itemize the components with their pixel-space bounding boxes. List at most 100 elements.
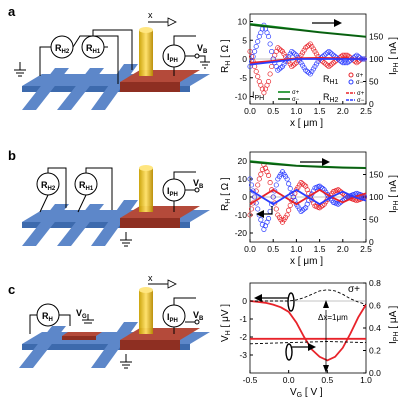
arrowhead-b1 (322, 158, 330, 166)
x-tick-label: 0.5 (321, 375, 333, 385)
data-point (300, 62, 306, 68)
data-point (341, 60, 347, 66)
data-point (256, 176, 262, 182)
y-tick-label-left: 10 (238, 174, 248, 184)
arrowhead-a (334, 19, 342, 27)
data-point (255, 206, 261, 212)
data-point (255, 182, 261, 188)
y-tick-label-left: 5 (242, 35, 247, 45)
series-line (249, 188, 367, 206)
y-tick-label-left: 0 (242, 54, 247, 64)
data-point (259, 222, 265, 228)
legend-rh1-sub1: σ+ (356, 73, 364, 79)
x-tick-label: 2.5 (360, 244, 372, 254)
data-point (287, 202, 293, 208)
data-point (324, 62, 330, 68)
legend-rh2-sub2: σ− (357, 98, 365, 104)
data-point (310, 46, 316, 52)
data-point (354, 52, 360, 58)
data-point (330, 60, 337, 66)
data-point (317, 183, 323, 189)
data-point (281, 51, 287, 57)
data-point (284, 212, 290, 218)
series-line (249, 161, 367, 169)
series-line (249, 300, 367, 362)
data-point (298, 180, 304, 186)
data-point (313, 61, 320, 67)
y-tick-label-right: 0.6 (369, 301, 381, 311)
y-tick-label-left: -5 (239, 73, 247, 83)
data-point (327, 50, 333, 56)
x-tick-label: 1.0 (290, 106, 302, 116)
data-point (290, 50, 296, 56)
data-point (286, 207, 292, 213)
y-axis-label-right: IPH [ nA ] (388, 37, 400, 75)
x-tick-label: 0.0 (244, 106, 256, 116)
data-point (289, 63, 295, 70)
data-point (310, 66, 316, 72)
x-tick-label: 0.5 (267, 244, 279, 254)
arrowhead-c1 (254, 294, 262, 302)
data-point (266, 33, 272, 40)
data-point (301, 47, 307, 53)
data-point (335, 187, 341, 193)
data-point (298, 60, 304, 66)
y-tick-label-left: 0 (242, 192, 247, 202)
y-tick-label-right: 50 (369, 215, 379, 225)
data-point (298, 208, 304, 214)
data-point (300, 181, 306, 187)
data-point (344, 60, 350, 66)
data-point (329, 51, 335, 57)
annotation-sigma: σ+ (348, 284, 360, 295)
y-tick-label-left: -10 (235, 210, 248, 220)
panel-letter-c: c (8, 282, 16, 297)
legend-rh1-sub2: σ− (356, 80, 364, 86)
data-point (247, 176, 253, 182)
y-axis-label-left: RH [ Ω ] (220, 39, 232, 73)
data-point (269, 48, 275, 55)
y-tick-label-right: 0 (369, 99, 374, 109)
data-point (324, 50, 330, 56)
data-point (292, 61, 298, 67)
y-tick-label-left: 10 (238, 17, 248, 27)
arrowhead-c4 (323, 365, 329, 373)
y-tick-label-right: 100 (369, 192, 383, 202)
y-tick-label-left: -3 (239, 350, 247, 360)
data-point (275, 45, 281, 51)
y-tick-label-right: 150 (369, 170, 383, 180)
x-axis-label: x [ μm ] (290, 118, 323, 129)
data-point (279, 63, 286, 70)
marker-ellipse-1 (287, 292, 295, 312)
data-point (309, 68, 315, 75)
arrowhead-c2 (308, 343, 316, 351)
y-tick-label-left: 20 (238, 156, 248, 166)
y-tick-label-right: 0.0 (369, 368, 381, 378)
data-point (275, 67, 281, 73)
data-point (259, 166, 265, 172)
data-point (300, 207, 306, 213)
y-tick-label-left: -20 (235, 228, 248, 238)
data-point (300, 50, 306, 56)
data-point (252, 48, 258, 55)
data-point (306, 70, 312, 76)
data-point (301, 182, 307, 188)
y-tick-label-right: 100 (369, 54, 383, 64)
data-point (248, 206, 255, 212)
data-point (292, 51, 298, 57)
data-point (307, 71, 313, 77)
data-point (267, 41, 273, 47)
annotation-deltax: Δx=1μm (318, 313, 348, 322)
marker-ellipse-2 (285, 343, 293, 361)
y-axis-label-left: RH [ Ω ] (220, 177, 232, 211)
data-point (253, 68, 259, 75)
data-point (312, 63, 318, 70)
x-tick-label: 1.5 (314, 244, 326, 254)
series-line (249, 341, 367, 345)
x-tick-label: 1.0 (360, 375, 372, 385)
data-point (326, 48, 332, 55)
data-point (343, 52, 349, 58)
series-line (250, 289, 367, 305)
data-point (278, 65, 284, 71)
data-point (252, 194, 258, 200)
